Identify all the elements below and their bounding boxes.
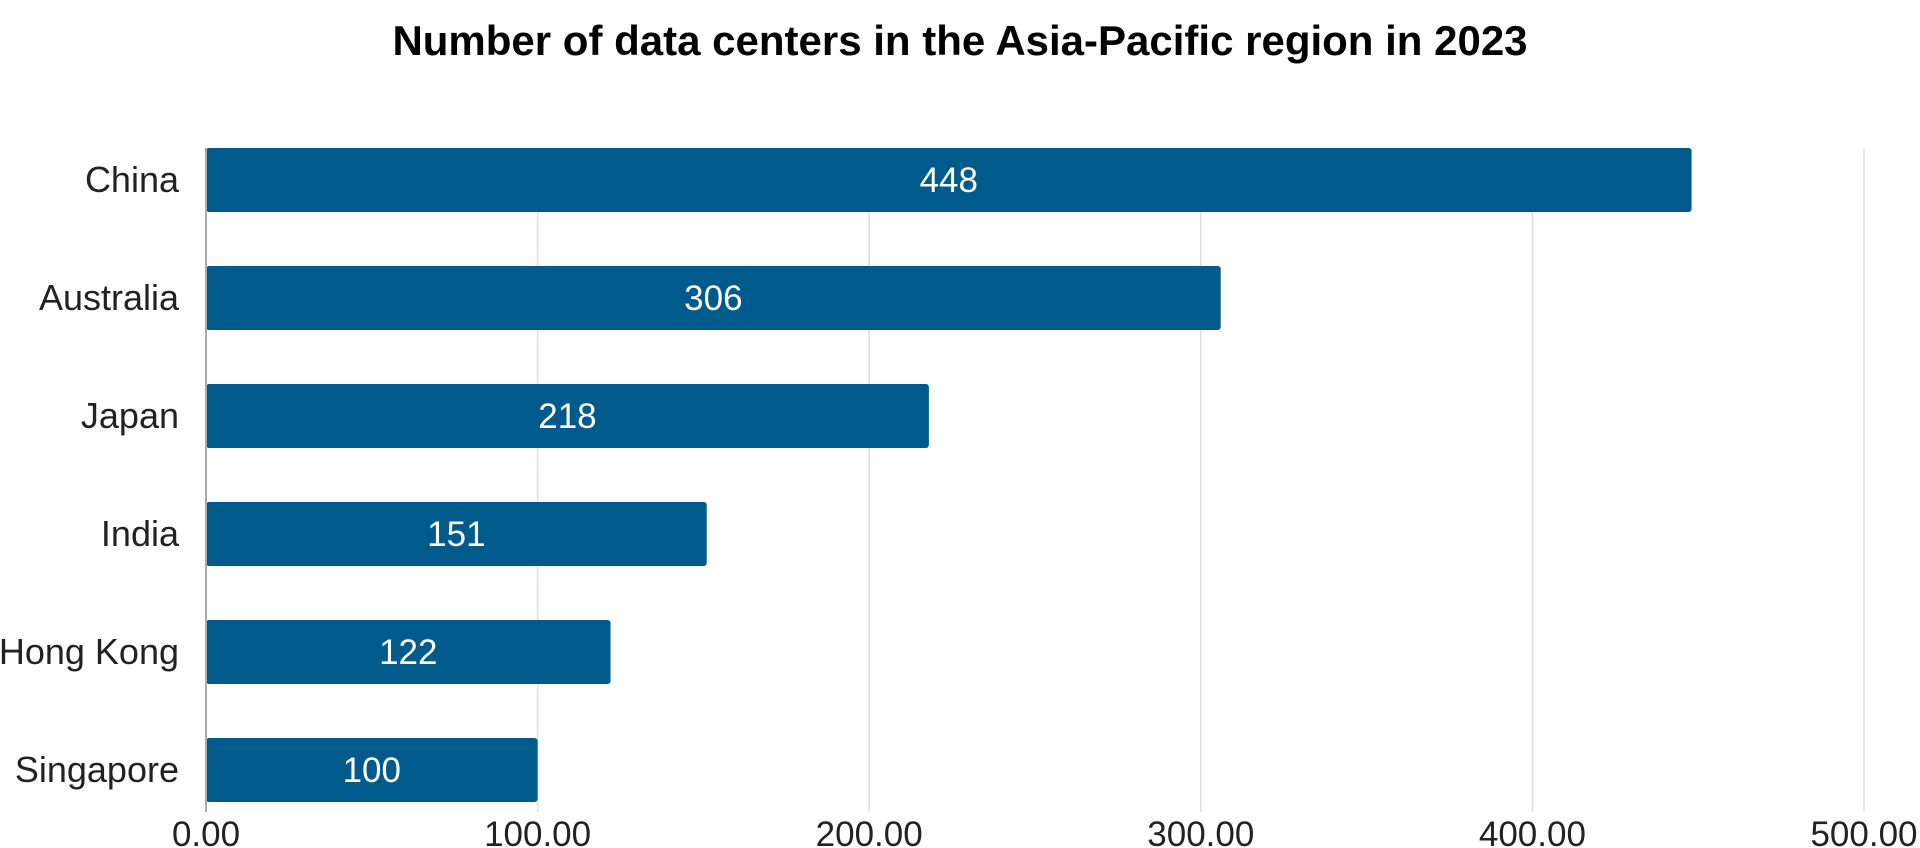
gridlines — [536, 148, 1865, 812]
category-label: India — [101, 513, 180, 554]
x-tick-label: 100.00 — [484, 815, 591, 848]
data-label: 218 — [538, 397, 596, 436]
category-label: China — [85, 159, 180, 200]
category-labels: China Australia Japan India Hong Kong Singapo… — [0, 159, 180, 790]
bar-india — [206, 502, 707, 566]
data-label: 151 — [427, 515, 485, 554]
data-label: 306 — [684, 279, 742, 318]
data-label: 100 — [343, 751, 401, 790]
bar-hong-kong — [206, 620, 611, 684]
bar-china — [206, 148, 1692, 212]
x-tick-label: 300.00 — [1147, 815, 1254, 848]
x-tick-labels: 0.00 100.00 200.00 300.00 400.00 500.00 — [172, 815, 1918, 848]
category-label: Japan — [81, 395, 179, 436]
bars — [206, 148, 1692, 802]
x-tick-label: 500.00 — [1810, 815, 1917, 848]
bar-australia — [206, 266, 1221, 330]
bar-japan — [206, 384, 929, 448]
bar-singapore — [206, 738, 538, 802]
x-tick-label: 0.00 — [172, 815, 240, 848]
category-label: Australia — [39, 277, 180, 318]
x-tick-label: 400.00 — [1479, 815, 1586, 848]
x-tick-label: 200.00 — [816, 815, 923, 848]
category-label: Singapore — [15, 749, 179, 790]
data-label: 122 — [379, 633, 437, 672]
data-labels: 448 306 218 151 122 100 — [343, 161, 978, 790]
chart-title: Number of data centers in the Asia-Pacif… — [392, 17, 1528, 64]
category-label: Hong Kong — [0, 631, 179, 672]
data-label: 448 — [920, 161, 978, 200]
